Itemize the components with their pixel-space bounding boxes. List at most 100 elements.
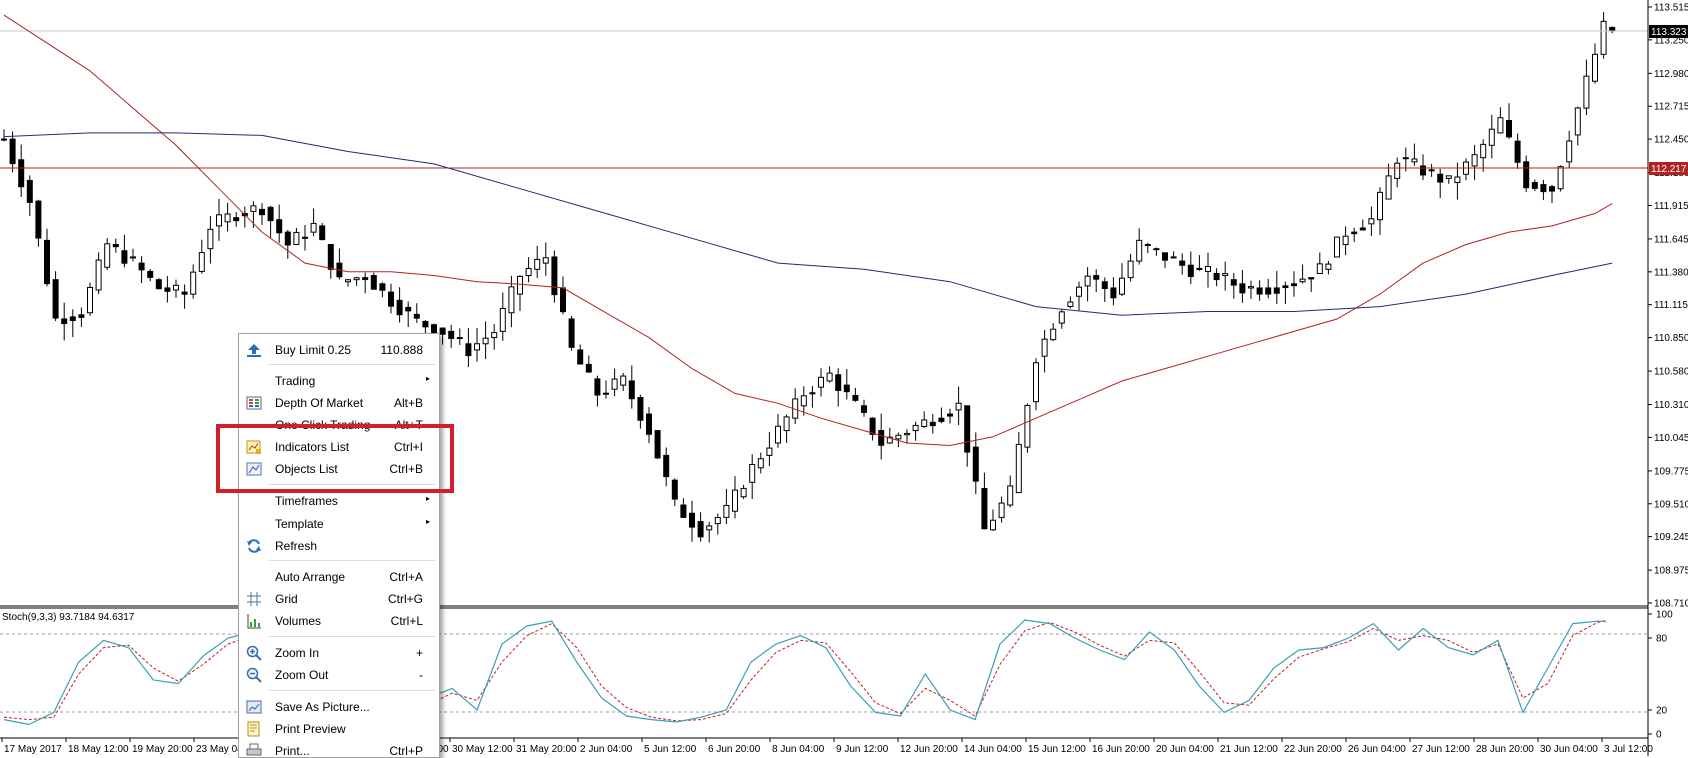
price-tick-label: 108.710 <box>1654 599 1688 610</box>
candle <box>921 411 928 429</box>
candle <box>1299 264 1306 284</box>
candle <box>1385 163 1392 200</box>
candle <box>9 131 16 173</box>
menu-objects-list[interactable]: Objects List Ctrl+B <box>239 458 439 480</box>
candle <box>1471 144 1478 181</box>
level-price-tag <box>1649 162 1688 175</box>
menu-grid[interactable]: Grid Ctrl+G <box>239 588 439 610</box>
candle <box>775 413 781 448</box>
time-tick-label: 31 May 20:00 <box>516 744 577 755</box>
candle <box>1420 154 1426 181</box>
candle <box>783 414 790 443</box>
submenu-arrow-icon: ▸ <box>425 374 430 383</box>
candle <box>852 387 859 402</box>
menu-save-as-picture[interactable]: Save As Picture... <box>239 696 439 718</box>
price-tick-label: 113.250 <box>1654 35 1688 46</box>
candle <box>1170 251 1177 259</box>
time-tick-label: 8 Jun 04:00 <box>772 744 825 755</box>
price-tick-label: 112.980 <box>1654 69 1688 80</box>
menu-zoom-out-shortcut: - <box>419 668 423 682</box>
candle <box>594 375 601 407</box>
highlight-annotation-box <box>216 424 454 493</box>
time-tick-label: 18 May 12:00 <box>68 744 129 755</box>
menu-depth-of-market[interactable]: Depth Of Market Alt+B <box>239 392 439 414</box>
grid-icon <box>247 592 261 606</box>
candle <box>370 272 377 290</box>
time-tick-label: 27 Jun 12:00 <box>1412 744 1470 755</box>
zoom-in-icon <box>246 645 262 661</box>
candle <box>121 234 128 268</box>
candle <box>1015 432 1022 494</box>
candle <box>689 500 695 542</box>
zoom-out-icon <box>246 667 262 683</box>
menu-template[interactable]: Template ▸ <box>239 513 439 535</box>
candle <box>1488 114 1495 159</box>
candle <box>714 513 721 535</box>
menu-indicators-list[interactable]: Indicators List Ctrl+I <box>239 436 439 458</box>
stoch-tick-label: 20 <box>1656 706 1668 717</box>
candle <box>585 355 592 373</box>
menu-auto-arrange[interactable]: Auto Arrange Ctrl+A <box>239 566 439 588</box>
candle <box>646 407 652 444</box>
candle <box>723 488 730 525</box>
candle <box>388 283 394 314</box>
candle <box>1196 255 1203 271</box>
candle <box>78 307 85 327</box>
menu-volumes[interactable]: Volumes Ctrl+L <box>239 610 439 632</box>
ma-blue-line <box>3 132 1613 316</box>
candle <box>293 227 300 246</box>
candle <box>1411 143 1418 166</box>
candle <box>663 447 670 487</box>
candle <box>1531 179 1538 191</box>
time-tick-label: 30 Jun 04:00 <box>1540 744 1598 755</box>
menu-zoom-in[interactable]: Zoom In + <box>239 642 439 664</box>
candle <box>284 229 291 259</box>
menu-template-label: Template <box>275 517 324 531</box>
time-tick-label: 26 Jun 04:00 <box>1348 744 1406 755</box>
candle <box>1282 281 1289 305</box>
time-tick-label: 5 Jun 12:00 <box>644 744 697 755</box>
menu-timeframes-label: Timeframes <box>275 494 338 508</box>
candle <box>1342 226 1349 256</box>
candle <box>1101 277 1108 303</box>
candle <box>276 204 283 243</box>
menu-trading[interactable]: Trading ▸ <box>239 370 439 392</box>
menu-refresh[interactable]: Refresh <box>239 535 439 557</box>
menu-refresh-label: Refresh <box>275 539 318 553</box>
time-tick-label: 14 Jun 04:00 <box>964 744 1022 755</box>
menu-timeframes[interactable]: Timeframes ▸ <box>239 490 439 512</box>
menu-buy-limit[interactable]: Buy Limit 0.25 110.888 <box>239 339 439 361</box>
candle <box>1566 130 1573 168</box>
time-tick-label: 17 May 2017 <box>4 744 62 755</box>
candle <box>886 427 893 444</box>
menu-print-preview[interactable]: Print Preview <box>239 718 439 740</box>
menu-zoom-out[interactable]: Zoom Out - <box>239 664 439 686</box>
candle <box>1359 219 1366 231</box>
candle <box>1265 278 1272 299</box>
candle <box>1187 251 1194 284</box>
menu-print[interactable]: Print... Ctrl+P <box>239 740 439 758</box>
time-tick-label: 12 Jun 20:00 <box>900 744 958 755</box>
menu-volumes-shortcut: Ctrl+L <box>390 614 423 628</box>
candle <box>345 278 351 287</box>
candle <box>1540 179 1547 201</box>
candlesticks <box>1 12 1616 543</box>
menu-objects-shortcut: Ctrl+B <box>389 462 423 476</box>
candle <box>904 429 910 444</box>
candle <box>1162 252 1168 268</box>
time-tick-label: 30 May 12:00 <box>452 744 513 755</box>
print-preview-icon <box>247 721 260 737</box>
candle <box>955 386 962 426</box>
menu-print-label: Print... <box>275 744 310 758</box>
menu-objects-label: Objects List <box>275 462 338 476</box>
candle <box>112 238 119 253</box>
price-tick-label: 108.975 <box>1654 566 1688 577</box>
candle <box>147 269 154 282</box>
candle <box>972 432 979 495</box>
candle <box>740 484 747 500</box>
candle <box>1592 43 1598 84</box>
menu-zoom-out-label: Zoom Out <box>275 668 329 682</box>
menu-buy-limit-price: 110.888 <box>380 343 424 357</box>
candle <box>1273 270 1280 305</box>
candle <box>1093 269 1100 293</box>
